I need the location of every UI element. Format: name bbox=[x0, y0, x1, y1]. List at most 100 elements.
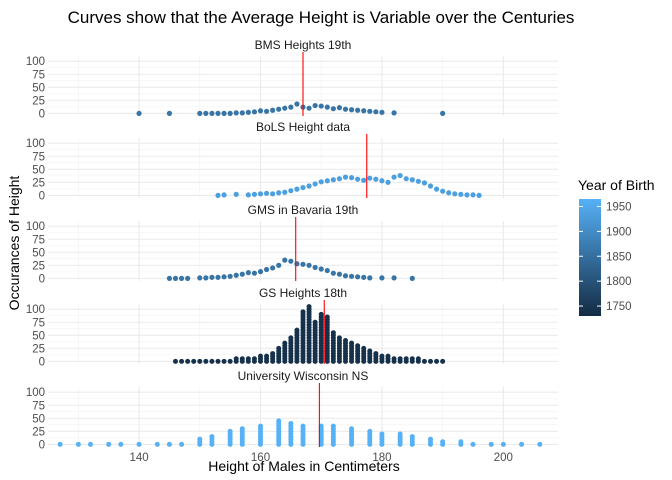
y-tick-label: 100 bbox=[26, 221, 45, 233]
data-point bbox=[221, 274, 227, 280]
data-point bbox=[306, 262, 312, 268]
colorbar-tick-label: 1900 bbox=[606, 226, 632, 238]
y-tick-label: 50 bbox=[32, 330, 45, 342]
facet-strip-label: BMS Heights 19th bbox=[255, 38, 352, 52]
y-tick-label: 50 bbox=[32, 82, 45, 94]
data-point bbox=[367, 108, 373, 114]
data-point bbox=[361, 345, 367, 351]
data-point bbox=[440, 110, 446, 116]
y-tick-label: 75 bbox=[32, 234, 45, 246]
data-point bbox=[391, 275, 397, 281]
data-point bbox=[136, 441, 142, 447]
y-tick-label: 75 bbox=[32, 400, 45, 412]
colorbar-tick-label: 1750 bbox=[606, 301, 632, 313]
data-point bbox=[361, 177, 367, 183]
data-point bbox=[324, 267, 330, 274]
data-point bbox=[367, 275, 373, 281]
data-point bbox=[276, 262, 282, 268]
data-point bbox=[118, 441, 124, 447]
data-point bbox=[379, 275, 385, 281]
data-point bbox=[367, 348, 373, 354]
data-point bbox=[294, 186, 300, 192]
data-point bbox=[227, 273, 233, 279]
data-point bbox=[221, 110, 227, 116]
x-tick-label: 180 bbox=[372, 452, 391, 464]
data-point bbox=[470, 192, 476, 198]
data-point bbox=[288, 188, 294, 194]
y-tick-label: 25 bbox=[32, 426, 45, 438]
data-point bbox=[318, 179, 324, 185]
y-tick-label: 75 bbox=[32, 317, 45, 329]
y-tick-label: 0 bbox=[39, 356, 45, 368]
data-point bbox=[470, 441, 476, 447]
data-point bbox=[227, 428, 233, 434]
data-point bbox=[294, 261, 300, 267]
data-point bbox=[239, 110, 245, 116]
colorbar-tick-label: 1850 bbox=[606, 251, 632, 263]
data-point bbox=[215, 192, 221, 198]
y-tick-label: 25 bbox=[32, 343, 45, 355]
data-point bbox=[488, 441, 494, 447]
data-point bbox=[294, 101, 300, 107]
data-point bbox=[409, 275, 415, 281]
data-point bbox=[166, 441, 172, 447]
data-point bbox=[257, 108, 264, 114]
data-point bbox=[373, 351, 379, 357]
data-point bbox=[203, 358, 209, 364]
data-point bbox=[263, 108, 270, 114]
data-point bbox=[136, 110, 142, 116]
data-point bbox=[197, 436, 203, 442]
data-point bbox=[306, 304, 312, 310]
data-point bbox=[270, 191, 276, 197]
data-point bbox=[391, 356, 397, 362]
data-point bbox=[251, 356, 257, 362]
data-point bbox=[391, 110, 397, 116]
data-point bbox=[233, 191, 239, 197]
data-point bbox=[178, 275, 185, 281]
data-point bbox=[379, 109, 385, 115]
data-point bbox=[251, 191, 258, 197]
data-point bbox=[397, 431, 403, 437]
y-tick-label: 100 bbox=[26, 387, 45, 399]
data-point bbox=[197, 110, 203, 116]
data-point bbox=[245, 192, 251, 198]
data-point bbox=[409, 356, 415, 362]
y-tick-label: 0 bbox=[39, 190, 45, 202]
data-point bbox=[349, 340, 355, 346]
data-point bbox=[209, 358, 215, 364]
data-point bbox=[348, 273, 355, 279]
y-tick-label: 100 bbox=[26, 304, 45, 316]
data-point bbox=[276, 106, 282, 112]
facet-strip-label: GS Heights 18th bbox=[259, 286, 347, 300]
data-point bbox=[355, 343, 361, 349]
data-point bbox=[233, 110, 239, 116]
data-point bbox=[257, 269, 264, 275]
data-point bbox=[282, 257, 288, 263]
data-point bbox=[258, 423, 263, 429]
data-point bbox=[318, 266, 324, 272]
data-point bbox=[209, 434, 215, 440]
data-point bbox=[440, 439, 446, 445]
data-point bbox=[452, 191, 458, 197]
color-legend: Year of Birth 1750 1800 1850 1900 1950 bbox=[578, 177, 655, 316]
data-point bbox=[379, 431, 385, 437]
data-point bbox=[342, 174, 349, 180]
x-tick-label: 140 bbox=[129, 452, 148, 464]
data-point bbox=[312, 264, 318, 271]
data-point bbox=[166, 275, 173, 281]
data-point bbox=[324, 314, 330, 320]
data-point bbox=[355, 274, 361, 280]
data-point bbox=[409, 434, 415, 440]
data-point bbox=[336, 271, 343, 277]
data-point bbox=[276, 190, 282, 196]
data-point bbox=[288, 335, 294, 341]
y-tick-label: 50 bbox=[32, 413, 45, 425]
data-point bbox=[519, 441, 525, 447]
data-point bbox=[276, 418, 282, 424]
data-point bbox=[300, 309, 306, 315]
